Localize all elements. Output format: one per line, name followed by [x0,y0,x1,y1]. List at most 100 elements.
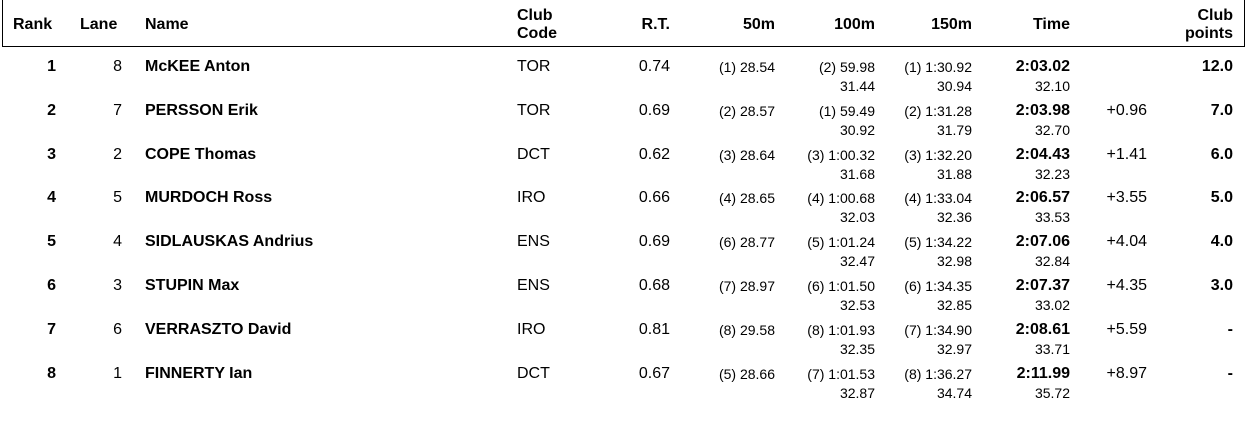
header-reaction-time: R.T. [641,16,670,33]
club-points-cell: 4.0 [1210,233,1233,251]
club-points-cell: 6.0 [1210,145,1233,163]
split-100m: (7) 1:01.53 [807,365,875,382]
split-50m: (5) 28.66 [718,365,775,382]
final-time: 2:08.61 [1015,320,1070,338]
lane-cell: 5 [113,189,122,207]
final-time: 2:04.43 [1015,145,1070,163]
reaction-time: 0.69 [638,101,670,119]
rank-cell: 8 [47,364,56,382]
split-150m: (3) 1:32.20 [904,146,972,163]
lane-cell: 3 [113,277,122,294]
rank-cell: 6 [47,277,56,294]
swimmer-name: FINNERTY Ian [145,364,253,382]
rank-cell: 5 [47,233,56,251]
club-points-cell: 7.0 [1210,101,1233,119]
reaction-time: 0.66 [638,189,670,207]
final-time: 2:03.02 [1015,58,1070,75]
split-50m: (8) 29.58 [718,321,775,338]
reaction-time: 0.62 [638,145,670,163]
time-behind: +4.04 [1106,233,1147,251]
split-150m: (5) 1:34.22 [904,234,972,251]
header-split-100m: 100m [834,16,875,33]
split-100m: (4) 1:00.68 [807,190,875,207]
table-row: 2 7 PERSSON Erik TOR 0.69 (2) 28.57 (1) 59.49 3… [0,102,1250,146]
lap-split-100m: 32.47 [839,253,875,270]
time-behind: +4.35 [1106,277,1147,294]
club-points-cell: 5.0 [1210,189,1233,207]
rank-cell: 7 [47,320,56,338]
header-split-50m: 50m [742,16,775,33]
split-150m: (7) 1:34.90 [904,321,972,338]
header-rank: Rank [13,16,53,33]
lap-split-150m: 31.79 [936,121,972,138]
lap-split-150m: 32.98 [936,253,972,270]
time-behind: +8.97 [1106,364,1147,382]
reaction-time: 0.68 [638,277,670,294]
table-row: 7 6 VERRASZTO David IRO 0.81 (8) 29.58 (8) 1:0… [0,321,1250,365]
header-time: Time [1032,16,1070,33]
lap-split-200m: 32.23 [1034,165,1070,182]
split-150m: (2) 1:31.28 [904,102,972,119]
split-50m: (6) 28.77 [718,234,775,251]
split-50m: (2) 28.57 [718,102,775,119]
swimmer-name: MURDOCH Ross [145,189,273,207]
lap-split-200m: 35.72 [1034,384,1070,401]
lap-split-100m: 32.35 [839,340,875,357]
swimmer-name: McKEE Anton [145,58,251,75]
swimmer-name: STUPIN Max [145,277,240,294]
table-row: 3 2 COPE Thomas DCT 0.62 (3) 28.64 (3) 1:00.32… [0,146,1250,190]
club-points-cell: - [1227,364,1233,382]
rank-cell: 2 [47,101,56,119]
lap-split-100m: 31.44 [839,78,875,94]
club-points-cell: - [1227,320,1233,338]
lap-split-150m: 32.97 [936,340,972,357]
lane-cell: 2 [113,145,122,163]
lap-split-150m: 32.36 [936,209,972,226]
lap-split-100m: 32.87 [839,384,875,401]
lane-cell: 8 [113,58,122,75]
lap-split-100m: 30.92 [839,121,875,138]
reaction-time: 0.67 [638,364,670,382]
split-50m: (3) 28.64 [718,146,775,163]
lap-split-200m: 32.10 [1034,78,1070,94]
header-split-150m: 150m [931,16,972,33]
club-code-cell: DCT [517,145,550,163]
reaction-time: 0.69 [638,233,670,251]
rank-cell: 1 [47,58,56,75]
club-code-cell: TOR [517,101,551,119]
lap-split-200m: 33.71 [1034,340,1070,357]
lap-split-150m: 34.74 [936,384,972,401]
reaction-time: 0.74 [638,58,670,75]
lane-cell: 4 [113,233,122,251]
split-100m: (5) 1:01.24 [807,234,875,251]
club-code-cell: ENS [517,233,550,251]
lap-split-100m: 32.53 [839,297,875,313]
swimmer-name: COPE Thomas [145,145,257,163]
club-points-cell: 12.0 [1201,58,1233,75]
time-behind: +1.41 [1106,145,1147,163]
split-150m: (4) 1:33.04 [904,190,972,207]
time-behind: +3.55 [1106,189,1147,207]
lap-split-200m: 33.53 [1034,209,1070,226]
lap-split-200m: 32.84 [1034,253,1070,270]
reaction-time: 0.81 [638,320,670,338]
split-100m: (8) 1:01.93 [807,321,875,338]
table-row: 6 3 STUPIN Max ENS 0.68 (7) 28.97 (6) 1:01.50 3… [0,277,1250,321]
header-club-code: Club Code [517,7,557,42]
swimmer-name: SIDLAUSKAS Andrius [145,233,314,251]
split-50m: (4) 28.65 [718,190,775,207]
lane-cell: 6 [113,320,122,338]
split-100m: (1) 59.49 [818,102,875,119]
final-time: 2:11.99 [1016,364,1070,382]
lap-split-200m: 33.02 [1034,297,1070,313]
rank-cell: 4 [47,189,56,207]
split-150m: (1) 1:30.92 [904,59,972,75]
lap-split-100m: 32.03 [839,209,875,226]
club-code-cell: IRO [517,320,546,338]
final-time: 2:07.37 [1015,277,1070,294]
time-behind: +5.59 [1106,320,1147,338]
club-points-cell: 3.0 [1210,277,1233,294]
lap-split-150m: 31.88 [936,165,972,182]
table-row: 1 8 McKEE Anton TOR 0.74 (1) 28.54 (2) 59.98 31… [0,58,1250,102]
